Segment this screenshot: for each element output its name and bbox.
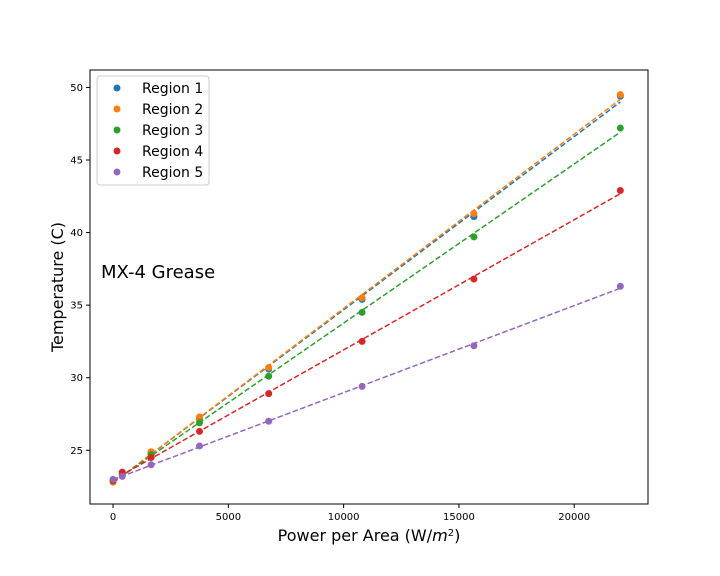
data-point-region-2 (265, 364, 273, 372)
legend-box (96, 75, 210, 186)
y-tick-label: 40 (70, 228, 83, 239)
fit-line-region-5 (112, 287, 621, 481)
y-tick-label: 45 (70, 155, 83, 166)
x-axis-label: Power per Area (W/m2) (278, 526, 461, 545)
legend-label-region-5: Region 5 (142, 165, 203, 181)
chart-annotation: MX-4 Grease (101, 262, 215, 283)
data-point-region-4 (470, 275, 478, 283)
fit-line-region-4 (112, 193, 621, 481)
data-point-region-5 (265, 417, 273, 425)
x-tick-label: 5000 (216, 512, 241, 523)
legend-label-region-3: Region 3 (142, 123, 203, 139)
legend-label-region-4: Region 4 (142, 144, 203, 160)
y-axis-ticks: 25 30 35 40 45 50 (70, 83, 90, 457)
fit-line-region-3 (112, 131, 621, 483)
x-tick-label: 0 (110, 512, 116, 523)
legend-marker-region-3 (113, 126, 121, 134)
data-point-region-4 (616, 186, 624, 194)
y-tick-label: 35 (70, 301, 83, 312)
y-tick-label: 25 (70, 446, 83, 457)
y-tick-label: 50 (70, 83, 83, 94)
data-point-region-2 (616, 91, 624, 99)
legend-label-region-1: Region 1 (142, 81, 203, 97)
data-point-region-2 (196, 413, 204, 421)
data-point-region-3 (358, 308, 366, 316)
data-point-region-4 (147, 454, 155, 462)
data-point-region-5 (616, 282, 624, 290)
data-point-region-4 (358, 337, 366, 345)
legend-marker-region-4 (113, 147, 121, 155)
data-point-region-5 (147, 461, 155, 469)
data-point-region-5 (358, 382, 366, 390)
legend-marker-region-5 (113, 168, 121, 176)
y-tick-label: 30 (70, 373, 83, 384)
x-tick-label: 10000 (328, 512, 360, 523)
data-point-region-3 (196, 419, 204, 427)
data-point-region-3 (470, 233, 478, 241)
data-point-region-2 (470, 210, 478, 218)
x-axis-ticks: 0 5000 10000 15000 20000 (110, 504, 590, 523)
data-point-region-5 (109, 475, 117, 483)
data-point-region-4 (196, 427, 204, 435)
data-point-region-3 (616, 124, 624, 132)
data-point-region-5 (118, 472, 126, 480)
plot-layer (109, 91, 624, 486)
plot-frame (89, 69, 649, 505)
x-tick-label: 15000 (443, 512, 475, 523)
x-tick-label: 20000 (558, 512, 590, 523)
data-point-region-5 (196, 442, 204, 450)
legend: Region 1 Region 2 Region 3 Region 4 Region 5 (96, 75, 210, 186)
data-point-region-5 (470, 342, 478, 350)
legend-label-region-2: Region 2 (142, 102, 203, 118)
data-point-region-4 (265, 390, 273, 398)
legend-marker-region-1 (113, 84, 121, 92)
data-point-region-2 (358, 294, 366, 302)
data-point-region-3 (265, 372, 273, 380)
legend-marker-region-2 (113, 105, 121, 113)
y-axis-label: Temperature (C) (48, 222, 67, 353)
